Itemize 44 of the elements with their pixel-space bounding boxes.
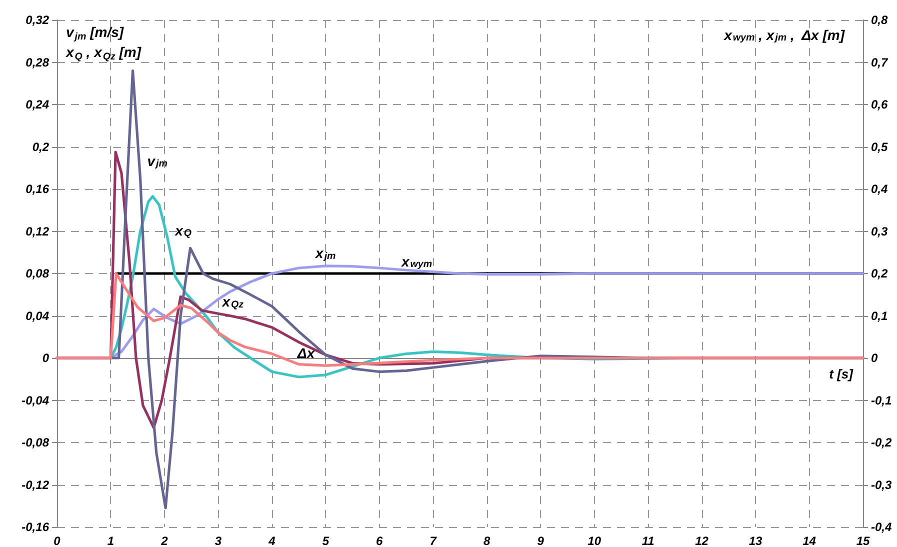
y2-tick-label: 0,5 xyxy=(871,140,888,154)
y2-tick-label: -0,4 xyxy=(871,520,892,534)
x-tick-label: 5 xyxy=(322,534,330,547)
y-tick-label: -0,16 xyxy=(22,520,50,534)
x-tick-label: 11 xyxy=(642,534,655,547)
y-tick-label: 0,32 xyxy=(26,13,50,27)
y2-tick-label: -0,3 xyxy=(871,478,892,492)
x-tick-label: 10 xyxy=(588,534,602,547)
x-tick-label: 15 xyxy=(856,534,870,547)
x-tick-label: 12 xyxy=(695,534,709,547)
y2-tick-label: -0,2 xyxy=(871,436,892,450)
y-tick-label: -0,12 xyxy=(22,478,50,492)
x-tick-label: 4 xyxy=(268,534,276,547)
x-tick-label: 13 xyxy=(748,534,763,547)
y2-tick-label: 0,4 xyxy=(871,182,888,196)
y2-tick-label: 0,1 xyxy=(871,308,888,323)
y-tick-label: -0,04 xyxy=(22,393,50,408)
x-axis-title: t [s] xyxy=(829,366,854,382)
y2-tick-label: 0,7 xyxy=(871,55,890,70)
y-tick-label: 0,16 xyxy=(26,182,50,196)
y2-tick-label: 0 xyxy=(871,351,878,365)
series-label: Δx xyxy=(296,345,316,362)
x-tick-label: 9 xyxy=(537,534,544,547)
x-tick-label: 7 xyxy=(430,534,438,547)
y-tick-label: 0,24 xyxy=(26,98,50,112)
y-tick-label: 0,2 xyxy=(32,140,50,154)
y-tick-label: 0 xyxy=(42,351,50,365)
y-tick-label: 0,28 xyxy=(26,55,50,70)
x-tick-label: 14 xyxy=(802,534,816,547)
x-tick-label: 3 xyxy=(214,534,222,547)
y2-tick-label: -0,1 xyxy=(871,393,892,408)
x-tick-label: 8 xyxy=(484,534,491,547)
y-tick-label: 0,08 xyxy=(26,266,50,280)
y2-tick-label: 0,2 xyxy=(871,266,888,280)
y-tick-label: 0,12 xyxy=(26,224,50,238)
x-tick-label: 1 xyxy=(107,534,114,547)
x-tick-label: 0 xyxy=(54,534,61,547)
y2-tick-label: 0,3 xyxy=(871,224,888,238)
y2-tick-label: 0,8 xyxy=(871,13,888,27)
x-tick-label: 6 xyxy=(376,534,384,547)
y-tick-label: 0,04 xyxy=(26,308,50,323)
y-tick-label: -0,08 xyxy=(22,436,50,450)
y2-tick-label: 0,6 xyxy=(871,98,888,112)
x-tick-label: 2 xyxy=(160,534,168,547)
